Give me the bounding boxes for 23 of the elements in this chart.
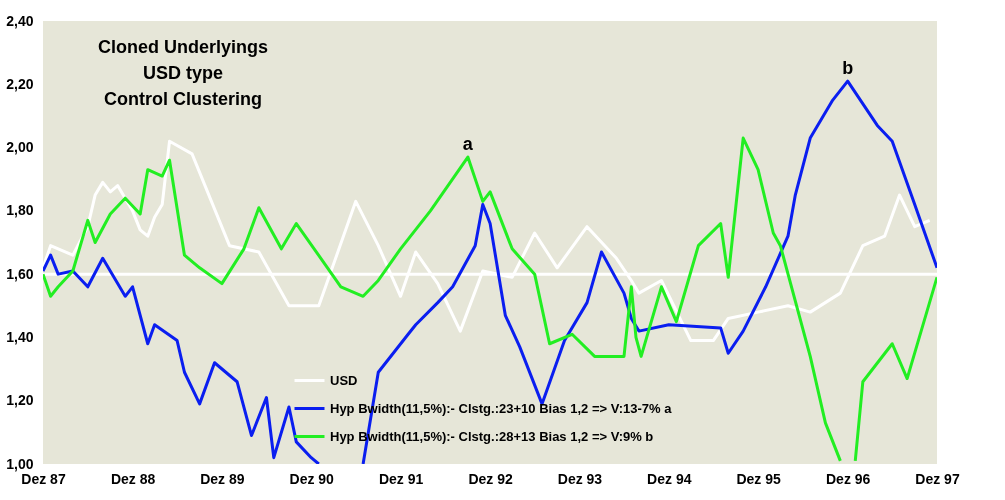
x-tick-label: Dez 92: [468, 470, 514, 487]
x-tick-label: Dez 96: [825, 470, 871, 487]
legend-label: USD: [330, 372, 358, 388]
y-tick-label: 1,60: [6, 265, 34, 282]
y-tick-label: 2,00: [6, 139, 34, 156]
x-tick-label: Dez 87: [21, 470, 66, 487]
y-tick-label: 1,20: [6, 392, 34, 409]
x-tick-label: Dez 88: [110, 470, 156, 487]
x-tick-label: Dez 90: [289, 470, 335, 487]
x-tick-label: Dez 95: [736, 470, 781, 487]
y-tick-label: 1,40: [6, 328, 34, 345]
annotation: b: [842, 58, 854, 79]
x-tick-label: Dez 94: [647, 470, 692, 487]
x-tick-label: Dez 97: [915, 470, 960, 487]
x-tick-label: Dez 91: [378, 470, 424, 487]
x-tick-label: Dez 93: [557, 470, 603, 487]
y-tick-label: 2,40: [6, 12, 34, 29]
annotation: a: [462, 134, 474, 155]
x-tick-label: Dez 89: [200, 470, 245, 487]
text: Cloned Underlyings USD type Control Clustering: [97, 37, 269, 109]
y-tick-label: 1,00: [6, 455, 34, 472]
y-tick-label: 1,80: [6, 202, 34, 219]
y-tick-label: 2,20: [6, 75, 34, 92]
